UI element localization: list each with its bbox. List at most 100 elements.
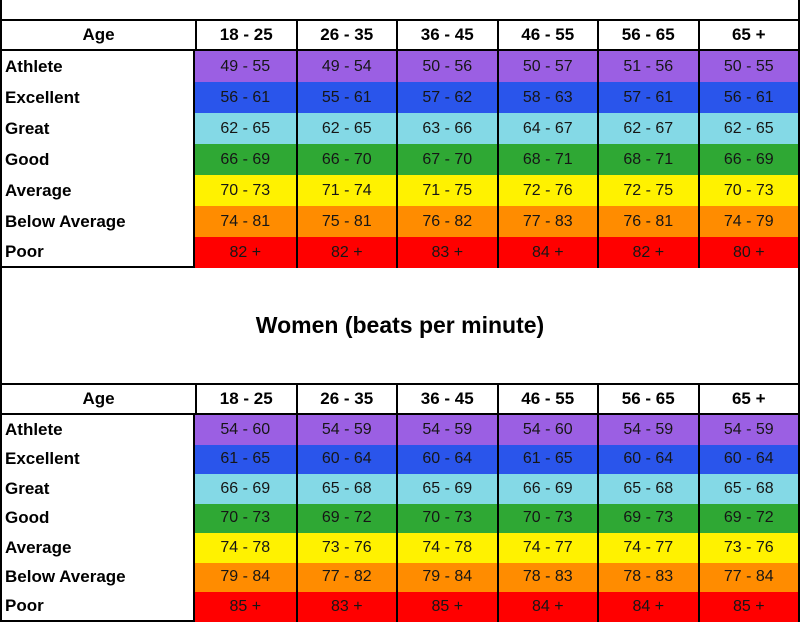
value-cell: 80 + (697, 237, 799, 268)
value-cell: 73 - 76 (295, 533, 397, 563)
women-row-great: Great 66 - 69 65 - 68 65 - 69 66 - 69 65… (2, 474, 798, 504)
value-cell: 62 - 65 (697, 113, 799, 144)
row-label: Below Average (2, 206, 195, 237)
value-cell: 85 + (697, 592, 799, 622)
value-cell: 68 - 71 (496, 144, 598, 175)
value-cell: 54 - 59 (295, 415, 397, 445)
value-cell: 60 - 64 (597, 444, 698, 474)
value-cell: 74 - 77 (597, 533, 698, 563)
value-cell: 72 - 76 (496, 175, 598, 206)
women-header-26-35: 26 - 35 (295, 385, 397, 413)
row-label: Athlete (2, 51, 195, 82)
value-cell: 71 - 75 (396, 175, 497, 206)
men-header-26-35: 26 - 35 (295, 21, 397, 49)
row-values: 85 + 83 + 85 + 84 + 84 + 85 + (195, 592, 798, 622)
men-header-row: Age 18 - 25 26 - 35 36 - 45 46 - 55 56 -… (0, 19, 800, 51)
value-cell: 85 + (396, 592, 497, 622)
row-label: Good (2, 144, 195, 175)
value-cell: 78 - 83 (597, 562, 698, 592)
value-cell: 58 - 63 (496, 82, 598, 113)
row-label: Excellent (2, 444, 195, 474)
value-cell: 74 - 77 (496, 533, 598, 563)
value-cell: 51 - 56 (597, 51, 698, 82)
women-row-excellent: Excellent 61 - 65 60 - 64 60 - 64 61 - 6… (2, 444, 799, 474)
value-cell: 76 - 82 (396, 206, 497, 237)
women-header-18-25: 18 - 25 (195, 385, 296, 413)
value-cell: 65 - 68 (697, 474, 799, 504)
value-cell: 78 - 83 (496, 562, 598, 592)
row-values: 62 - 65 62 - 65 63 - 66 64 - 67 62 - 67 … (195, 113, 798, 144)
value-cell: 77 - 83 (496, 206, 598, 237)
value-cell: 79 - 84 (396, 562, 497, 592)
value-cell: 70 - 73 (220, 181, 271, 199)
value-cell: 66 - 70 (295, 144, 397, 175)
row-values: 56 - 61 55 - 61 57 - 62 58 - 63 57 - 61 … (195, 82, 798, 113)
value-cell: 49 - 54 (295, 51, 397, 82)
row-label: Great (2, 113, 195, 144)
value-cell: 56 - 61 (697, 82, 799, 113)
value-cell: 76 - 81 (597, 206, 698, 237)
men-header-56-65: 56 - 65 (597, 21, 698, 49)
value-cell: 65 - 68 (295, 474, 397, 504)
row-label: Average (2, 175, 195, 206)
value-cell: 79 - 84 (220, 568, 271, 586)
men-title-row-cropped (0, 0, 800, 19)
men-row-average: Average 70 - 73 71 - 74 71 - 75 72 - 76 … (2, 175, 798, 206)
women-header-age: Age (82, 389, 115, 408)
value-cell: 84 + (597, 592, 698, 622)
men-row-great: Great 62 - 65 62 - 65 63 - 66 64 - 67 62… (2, 113, 798, 144)
value-cell: 54 - 60 (496, 415, 598, 445)
value-cell: 63 - 66 (396, 113, 497, 144)
women-header-56-65: 56 - 65 (597, 385, 698, 413)
row-label: Athlete (2, 415, 195, 445)
row-values: 74 - 81 75 - 81 76 - 82 77 - 83 76 - 81 … (195, 206, 798, 237)
value-cell: 56 - 61 (220, 88, 271, 106)
row-values: 70 - 73 69 - 72 70 - 73 70 - 73 69 - 73 … (195, 503, 798, 533)
value-cell: 60 - 64 (396, 444, 497, 474)
value-cell: 70 - 73 (396, 503, 497, 533)
row-label: Average (2, 533, 195, 563)
women-row-good: Good 70 - 73 69 - 72 70 - 73 70 - 73 69 … (2, 503, 798, 533)
men-row-good: Good 66 - 69 66 - 70 67 - 70 68 - 71 68 … (2, 144, 798, 175)
value-cell: 49 - 55 (220, 57, 271, 75)
value-cell: 62 - 65 (220, 119, 271, 137)
value-cell: 74 - 81 (220, 212, 271, 230)
value-cell: 83 + (396, 237, 497, 268)
men-row-excellent: Excellent 56 - 61 55 - 61 57 - 62 58 - 6… (2, 82, 798, 113)
row-values: 66 - 69 65 - 68 65 - 69 66 - 69 65 - 68 … (195, 474, 798, 504)
men-row-poor: Poor 82 + 82 + 83 + 84 + 82 + 80 + (2, 237, 798, 268)
row-values: 66 - 69 66 - 70 67 - 70 68 - 71 68 - 71 … (195, 144, 798, 175)
row-label: Below Average (2, 562, 195, 592)
row-label: Poor (2, 237, 195, 268)
value-cell: 55 - 61 (295, 82, 397, 113)
value-cell: 54 - 59 (697, 415, 799, 445)
value-cell: 70 - 73 (496, 503, 598, 533)
value-cell: 70 - 73 (697, 175, 799, 206)
row-values: 82 + 82 + 83 + 84 + 82 + 80 + (195, 237, 798, 268)
value-cell: 50 - 56 (396, 51, 497, 82)
row-label: Excellent (2, 82, 195, 113)
women-header-36-45: 36 - 45 (396, 385, 497, 413)
women-row-average: Average 74 - 78 73 - 76 74 - 78 74 - 77 … (2, 533, 798, 563)
value-cell: 60 - 64 (697, 444, 799, 474)
row-label: Poor (2, 592, 195, 622)
value-cell: 83 + (295, 592, 397, 622)
men-row-below-average: Below Average 74 - 81 75 - 81 76 - 82 77… (2, 206, 798, 237)
value-cell: 82 + (597, 237, 698, 268)
value-cell: 64 - 67 (496, 113, 598, 144)
women-row-poor: Poor 85 + 83 + 85 + 84 + 84 + 85 + (2, 592, 798, 622)
value-cell: 74 - 78 (396, 533, 497, 563)
value-cell: 68 - 71 (597, 144, 698, 175)
men-header-36-45: 36 - 45 (396, 21, 497, 49)
women-row-below-average: Below Average 79 - 84 77 - 82 79 - 84 78… (2, 562, 798, 592)
women-table-title: Women (beats per minute) (255, 312, 545, 338)
women-table-body: Athlete 54 - 60 54 - 59 54 - 59 54 - 60 … (0, 415, 800, 622)
value-cell: 54 - 59 (597, 415, 698, 445)
value-cell: 66 - 69 (697, 144, 799, 175)
value-cell: 65 - 68 (597, 474, 698, 504)
value-cell: 75 - 81 (295, 206, 397, 237)
value-cell: 70 - 73 (220, 509, 271, 527)
value-cell: 50 - 57 (496, 51, 598, 82)
women-row-athlete: Athlete 54 - 60 54 - 59 54 - 59 54 - 60 … (2, 415, 798, 445)
men-table: Age 18 - 25 26 - 35 36 - 45 46 - 55 56 -… (0, 0, 800, 268)
